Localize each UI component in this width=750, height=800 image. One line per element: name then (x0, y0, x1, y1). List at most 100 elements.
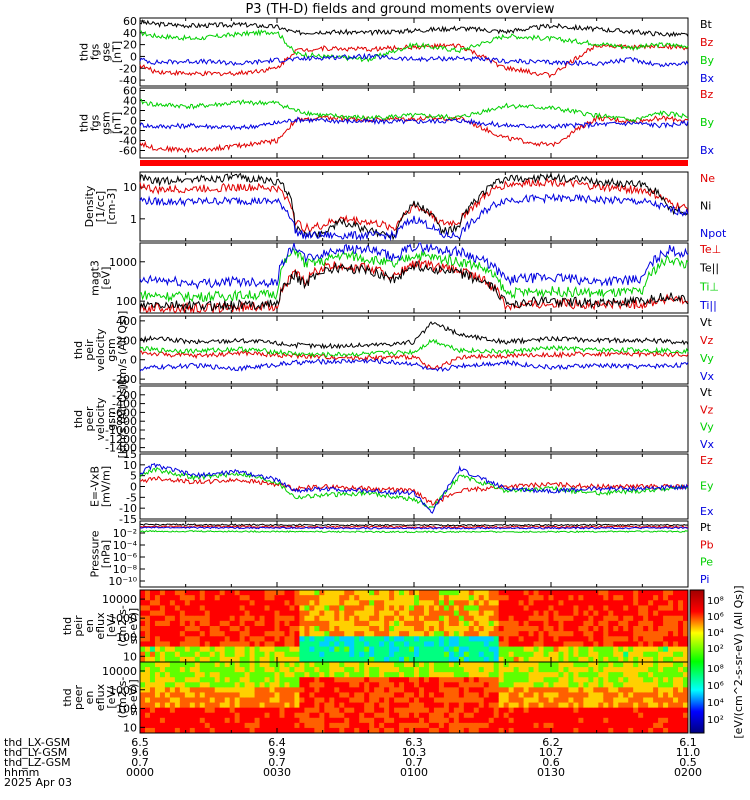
heatmap-cell (643, 600, 649, 606)
heatmap-cell (463, 626, 470, 632)
heatmap-cell (528, 631, 535, 637)
heatmap-cell (433, 717, 440, 724)
heatmap-cell (164, 626, 171, 632)
heatmap-cell (528, 672, 535, 678)
heatmap-cell (159, 672, 166, 678)
heatmap-cell (299, 595, 305, 601)
heatmap-cell (369, 615, 375, 622)
heatmap-cell (254, 651, 261, 658)
heatmap-cell (214, 636, 221, 642)
heatmap-cell (423, 626, 430, 632)
heatmap-cell (284, 697, 290, 704)
heatmap-cell (643, 662, 649, 668)
heatmap-cell (518, 702, 525, 709)
heatmap-cell (633, 662, 639, 668)
heatmap-cell (448, 626, 455, 632)
heatmap-cell (453, 615, 460, 622)
heatmap-cell (189, 636, 196, 642)
heatmap-cell (164, 722, 171, 729)
heatmap-cell (289, 656, 295, 663)
heatmap-cell (164, 727, 171, 734)
heatmap-cell (364, 687, 370, 693)
heatmap-cell (324, 656, 330, 663)
heatmap-cell (448, 682, 455, 688)
heatmap-cell (628, 682, 634, 688)
heatmap-cell (593, 590, 599, 596)
heatmap-cell (458, 590, 465, 596)
heatmap-cell (174, 590, 181, 596)
heatmap-cell (658, 620, 664, 627)
heatmap-cell (638, 636, 644, 642)
heatmap-cell (249, 610, 256, 617)
heatmap-cell (239, 712, 246, 719)
heatmap-cell (658, 641, 664, 648)
heatmap-cell (503, 605, 510, 612)
heatmap-cell (598, 662, 604, 668)
heatmap-cell (384, 687, 390, 693)
heatmap-cell (528, 600, 535, 606)
heatmap-cell (623, 620, 629, 627)
heatmap-cell (389, 605, 395, 612)
heatmap-cell (204, 656, 211, 663)
heatmap-cell (234, 672, 241, 678)
heatmap-cell (274, 682, 280, 688)
heatmap-cell (229, 707, 236, 714)
heatmap-cell (438, 610, 445, 617)
heatmap-cell (628, 626, 634, 632)
heatmap-cell (199, 712, 206, 719)
heatmap-cell (389, 590, 395, 596)
heatmap-cell (513, 631, 520, 637)
heatmap-cell (289, 615, 295, 622)
heatmap-cell (468, 707, 475, 714)
heatmap-cell (174, 697, 181, 704)
heatmap-cell (543, 610, 550, 617)
heatmap-cell (588, 595, 594, 601)
heatmap-cell (518, 727, 525, 734)
heatmap-cell (244, 707, 251, 714)
heatmap-cell (249, 636, 256, 642)
heatmap-cell (344, 712, 350, 719)
heatmap-cell (404, 692, 410, 698)
heatmap-cell (448, 702, 455, 709)
heatmap-cell (513, 667, 520, 673)
heatmap-cell (438, 672, 445, 678)
heatmap-cell (623, 682, 629, 688)
heatmap-cell (543, 727, 550, 734)
heatmap-cell (673, 641, 679, 648)
heatmap-cell (404, 605, 410, 612)
heatmap-cell (324, 682, 330, 688)
heatmap-cell (618, 707, 624, 714)
heatmap-cell (209, 722, 216, 729)
heatmap-cell (548, 682, 554, 688)
y-axis-label: thd (72, 410, 85, 428)
heatmap-cell (154, 717, 161, 724)
heatmap-cell (623, 667, 629, 673)
heatmap-cell (528, 717, 535, 724)
heatmap-cell (264, 722, 271, 729)
heatmap-cell (633, 636, 639, 642)
heatmap-cell (174, 727, 181, 734)
heatmap-cell (229, 610, 236, 617)
heatmap-cell (389, 631, 395, 637)
heatmap-cell (543, 626, 550, 632)
heatmap-cell (423, 672, 430, 678)
heatmap-cell (140, 656, 146, 663)
heatmap-cell (159, 667, 166, 673)
heatmap-cell (593, 692, 599, 698)
heatmap-cell (374, 620, 380, 627)
heatmap-cell (354, 697, 360, 704)
heatmap-cell (558, 717, 564, 724)
heatmap-cell (468, 595, 475, 601)
x-column-value: 6.1 (679, 736, 697, 749)
heatmap-cell (244, 687, 251, 693)
heatmap-cell (264, 656, 271, 663)
heatmap-cell (234, 722, 241, 729)
heatmap-cell (443, 626, 450, 632)
heatmap-cell (169, 631, 176, 637)
heatmap-cell (224, 620, 231, 627)
heatmap-cell (169, 727, 176, 734)
heatmap-cell (404, 677, 410, 683)
heatmap-cell (294, 595, 300, 601)
heatmap-cell (588, 697, 594, 704)
heatmap-cell (458, 662, 465, 668)
